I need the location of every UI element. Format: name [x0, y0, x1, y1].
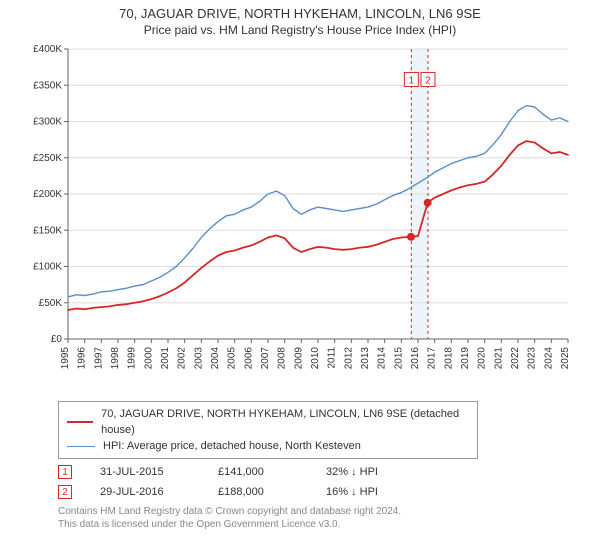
legend-item: 70, JAGUAR DRIVE, NORTH HYKEHAM, LINCOLN…	[67, 406, 469, 438]
chart-container: 70, JAGUAR DRIVE, NORTH HYKEHAM, LINCOLN…	[0, 0, 600, 560]
svg-text:2013: 2013	[360, 347, 371, 370]
sale-price: £141,000	[218, 466, 298, 478]
chart-area: £0 £50K £100K £150K £200K £250K £300K £350K £400…	[20, 43, 580, 393]
svg-text:2023: 2023	[527, 347, 538, 370]
svg-text:1997: 1997	[93, 347, 104, 370]
sales-list: 1 31-JUL-2015 £141,000 32% ↓ HPI 2 29-JUL-201…	[10, 465, 590, 499]
svg-text:£100K: £100K	[33, 262, 62, 273]
svg-text:2018: 2018	[443, 347, 454, 370]
sale-date: 31-JUL-2015	[100, 466, 190, 478]
svg-text:1998: 1998	[110, 347, 121, 370]
svg-text:2022: 2022	[510, 347, 521, 370]
svg-text:£300K: £300K	[33, 117, 62, 128]
sale-date: 29-JUL-2016	[100, 486, 190, 498]
svg-text:2001: 2001	[160, 347, 171, 370]
svg-text:2015: 2015	[393, 347, 404, 370]
chart-svg: £0 £50K £100K £150K £200K £250K £300K £350K £400…	[20, 43, 580, 393]
svg-text:2005: 2005	[227, 347, 238, 370]
legend-label: 70, JAGUAR DRIVE, NORTH HYKEHAM, LINCOLN…	[101, 406, 469, 438]
svg-text:1995: 1995	[60, 347, 71, 370]
sale-row: 1 31-JUL-2015 £141,000 32% ↓ HPI	[58, 465, 590, 479]
svg-text:2017: 2017	[427, 347, 438, 370]
svg-text:2009: 2009	[293, 347, 304, 370]
svg-text:1996: 1996	[77, 347, 88, 370]
svg-text:2004: 2004	[210, 347, 221, 370]
svg-text:2002: 2002	[177, 347, 188, 370]
svg-text:£200K: £200K	[33, 189, 62, 200]
svg-text:1: 1	[409, 75, 415, 86]
sale-delta: 16% ↓ HPI	[326, 486, 378, 498]
svg-text:2: 2	[425, 75, 431, 86]
svg-text:2012: 2012	[343, 347, 354, 370]
svg-text:2008: 2008	[277, 347, 288, 370]
attribution-line1: Contains HM Land Registry data © Crown c…	[58, 505, 590, 518]
svg-text:£350K: £350K	[33, 80, 62, 91]
sale-price: £188,000	[218, 486, 298, 498]
svg-text:2010: 2010	[310, 347, 321, 370]
svg-text:2020: 2020	[477, 347, 488, 370]
svg-text:2003: 2003	[193, 347, 204, 370]
chart-subtitle: Price paid vs. HM Land Registry's House …	[10, 23, 590, 37]
svg-text:2016: 2016	[410, 347, 421, 370]
svg-text:£250K: £250K	[33, 153, 62, 164]
svg-text:£150K: £150K	[33, 225, 62, 236]
legend: 70, JAGUAR DRIVE, NORTH HYKEHAM, LINCOLN…	[58, 401, 478, 459]
svg-text:2011: 2011	[327, 347, 338, 369]
svg-text:1999: 1999	[127, 347, 138, 370]
sale-marker: 1	[58, 465, 72, 479]
sale-row: 2 29-JUL-2016 £188,000 16% ↓ HPI	[58, 485, 590, 499]
svg-text:2021: 2021	[493, 347, 504, 370]
svg-text:2007: 2007	[260, 347, 271, 370]
svg-text:£50K: £50K	[39, 298, 63, 309]
attribution: Contains HM Land Registry data © Crown c…	[58, 505, 590, 531]
legend-swatch	[67, 421, 93, 423]
sale-marker: 2	[58, 485, 72, 499]
svg-text:£400K: £400K	[33, 44, 62, 55]
svg-text:2014: 2014	[377, 347, 388, 370]
legend-swatch	[67, 446, 95, 447]
svg-text:2006: 2006	[243, 347, 254, 370]
sale-delta: 32% ↓ HPI	[326, 466, 378, 478]
svg-text:2025: 2025	[560, 347, 571, 370]
legend-item: HPI: Average price, detached house, Nort…	[67, 438, 469, 454]
chart-title: 70, JAGUAR DRIVE, NORTH HYKEHAM, LINCOLN…	[10, 6, 590, 21]
svg-text:2019: 2019	[460, 347, 471, 370]
svg-text:£0: £0	[51, 334, 63, 345]
svg-text:2000: 2000	[143, 347, 154, 370]
svg-text:2024: 2024	[543, 347, 554, 370]
attribution-line2: This data is licensed under the Open Gov…	[58, 518, 590, 531]
legend-label: HPI: Average price, detached house, Nort…	[103, 438, 361, 454]
